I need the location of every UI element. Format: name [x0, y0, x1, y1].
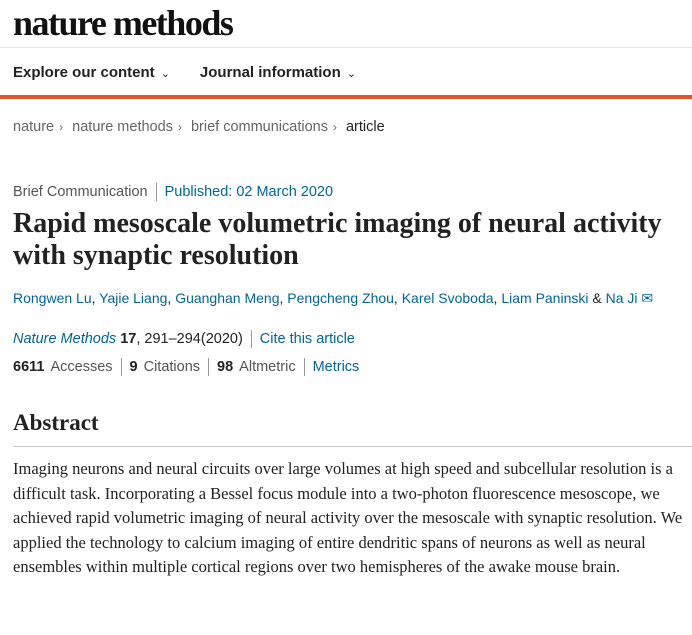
- published-date: Published: 02 March 2020: [164, 184, 334, 200]
- abstract-heading: Abstract: [13, 410, 99, 435]
- nav-explore-content[interactable]: Explore our content ⌄: [13, 64, 170, 81]
- nav-journal-information[interactable]: Journal information ⌄: [200, 64, 356, 81]
- chevron-down-icon: ⌄: [346, 68, 356, 80]
- chevron-right-icon: ›: [177, 120, 182, 134]
- chevron-down-icon: ⌄: [160, 68, 170, 80]
- chevron-right-icon: ›: [332, 120, 337, 134]
- altmetric-count: 98: [217, 359, 234, 375]
- journal-logo[interactable]: nature methods: [13, 3, 234, 43]
- divider: [13, 446, 692, 447]
- breadcrumb-nature-methods[interactable]: nature methods: [72, 119, 173, 135]
- citations-label: Citations: [143, 359, 201, 375]
- divider: [0, 47, 692, 48]
- author-link[interactable]: Rongwen Lu: [13, 290, 92, 306]
- author-list: Rongwen Lu, Yajie Liang, Guanghan Meng, …: [13, 290, 654, 306]
- author-link[interactable]: Liam Paninski: [501, 290, 589, 306]
- accesses-count: 6611: [13, 359, 45, 375]
- altmetric-label: Altmetric: [239, 359, 296, 375]
- article-meta: Brief Communication Published: 02 March …: [13, 183, 333, 201]
- author-link[interactable]: Yajie Liang: [99, 290, 168, 306]
- article-title: Rapid mesoscale volumetric imaging of ne…: [13, 208, 662, 271]
- citations-count: 9: [129, 359, 138, 375]
- accesses-label: Accesses: [50, 359, 113, 375]
- nav-label: Journal information: [199, 64, 341, 81]
- article-type: Brief Communication: [13, 184, 148, 200]
- year: (2020): [200, 331, 243, 347]
- email-icon[interactable]: ✉: [641, 290, 654, 306]
- abstract-text: Imaging neurons and neural circuits over…: [13, 459, 683, 576]
- author-link[interactable]: Guanghan Meng: [175, 290, 280, 306]
- breadcrumb: nature › nature methods › brief communicat…: [13, 119, 385, 135]
- chevron-right-icon: ›: [59, 120, 64, 134]
- journal-name[interactable]: Nature Methods: [13, 331, 117, 347]
- author-link[interactable]: Karel Svoboda: [401, 290, 494, 306]
- author-link[interactable]: Na Ji: [605, 290, 638, 306]
- metrics-link[interactable]: Metrics: [312, 359, 360, 375]
- main-nav: Explore our content ⌄ Journal information…: [13, 64, 356, 81]
- nav-label: Explore our content: [13, 64, 155, 81]
- breadcrumb-nature[interactable]: nature: [13, 119, 55, 135]
- cite-article-link[interactable]: Cite this article: [259, 331, 355, 347]
- author-link[interactable]: Pengcheng Zhou: [287, 290, 394, 306]
- volume: 17: [120, 331, 137, 347]
- metrics-line: 6611 Accesses 9 Citations 98 Altmetric Metr…: [13, 358, 359, 376]
- accent-bar: [0, 95, 692, 99]
- breadcrumb-brief-communications[interactable]: brief communications: [190, 119, 328, 135]
- pages: , 291–294: [136, 331, 201, 347]
- citation-line: Nature Methods 17 , 291–294 (2020) Cite …: [13, 330, 355, 348]
- breadcrumb-article: article: [345, 119, 385, 135]
